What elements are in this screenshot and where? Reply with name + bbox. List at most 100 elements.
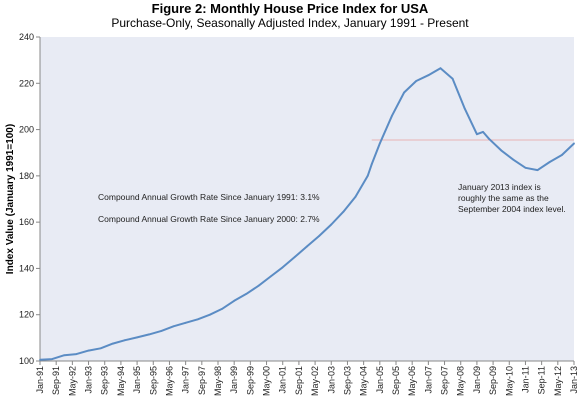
x-tick-label: May-08 [456,366,466,396]
chart-title: Figure 2: Monthly House Price Index for … [151,1,429,16]
x-tick-label: Sep-95 [148,366,158,395]
data-point [512,158,515,161]
data-point [451,77,454,80]
y-axis: 100 120 140 160 180 200 220 240 [19,32,41,366]
y-tick-label: 200 [19,125,34,135]
x-tick-label: Jan-03 [326,366,336,394]
x-axis: Jan-91 Sep-91 May-92 Jan-93 Sep-93 May-94 Jan-… [35,360,579,396]
data-point [269,275,272,278]
x-tick-label: May-94 [116,366,126,396]
x-tick-label: Jan-09 [472,366,482,394]
data-point [99,347,102,350]
annotation-cagr-1991: Compound Annual Growth Rate Since Januar… [98,192,320,202]
data-point [330,223,333,226]
x-tick-label: Sep-11 [537,366,547,394]
y-tick-label: 100 [19,356,34,366]
annotation-note-line-1: January 2013 index is [458,182,541,192]
data-point [548,161,551,163]
data-point [51,358,54,361]
plot-area [40,37,574,361]
x-tick-label: Jan-05 [375,366,385,394]
x-tick-label: May-00 [262,366,272,396]
data-point [257,284,260,287]
data-point [488,137,490,140]
x-tick-label: Sep-97 [197,366,207,395]
data-point [293,255,296,258]
data-point [39,358,41,361]
data-point [439,67,442,70]
x-tick-label: Jan-07 [423,366,433,394]
x-tick-label: May-12 [553,366,563,396]
data-point [524,166,527,169]
data-point [172,325,175,328]
x-tick-label: May-04 [359,366,369,396]
x-tick-label: Sep-91 [51,366,61,395]
data-point [370,163,373,166]
x-tick-label: Sep-09 [488,366,498,395]
data-point [403,91,405,94]
data-point [148,333,151,336]
data-point [87,349,90,352]
data-point [536,169,539,171]
x-tick-label: Jan-93 [84,366,94,394]
x-tick-label: Sep-93 [100,366,110,395]
annotation-cagr-2000: Compound Annual Growth Rate Since Januar… [98,214,320,224]
x-tick-label: Jan-95 [132,366,142,394]
y-tick-label: 180 [19,171,34,181]
annotation-note-line-3: September 2004 index level. [458,204,566,214]
data-point [184,321,187,324]
x-tick-label: May-06 [407,366,417,396]
data-point [415,80,418,82]
x-tick-label: May-92 [67,366,77,396]
y-tick-label: 140 [19,263,34,273]
data-point [354,195,357,198]
data-point [221,308,223,310]
data-point [160,330,163,332]
x-tick-label: Jan-11 [520,366,530,393]
data-point [136,336,138,339]
data-point [366,174,369,177]
x-tick-label: Sep-07 [440,366,450,395]
x-tick-label: Jan-01 [278,366,288,394]
series-line [39,67,575,361]
data-point [500,149,503,152]
data-point [196,318,199,321]
x-tick-label: May-96 [164,366,174,396]
y-axis-label: Index Value (January 1991=100) [5,124,16,274]
data-point [378,142,381,145]
data-point [433,70,436,73]
data-point [482,130,484,133]
y-tick-label: 240 [19,32,34,42]
x-tick-label: May-02 [310,366,320,396]
x-tick-label: Sep-03 [342,366,352,395]
chart-subtitle: Purchase-Only, Seasonally Adjusted Index… [111,16,469,30]
data-point [124,339,126,342]
x-tick-label: May-98 [213,366,223,396]
data-point [342,210,345,213]
data-point [245,292,248,295]
x-tick-label: Jan-91 [35,366,45,394]
data-point [476,133,478,136]
x-tick-label: Jan-99 [229,366,239,394]
x-tick-label: May-10 [504,366,514,396]
data-point [63,354,66,357]
data-point [281,266,284,269]
data-point [463,107,466,110]
y-tick-label: 220 [19,78,34,88]
y-tick-label: 120 [19,310,34,320]
data-point [75,353,78,355]
data-point [306,245,308,248]
annotation-note-line-2: roughly the same as the [458,193,549,203]
data-points [39,67,575,361]
data-point [573,142,575,145]
x-tick-label: Sep-01 [294,366,304,395]
data-point [111,342,114,345]
x-tick-label: Sep-99 [245,366,255,395]
x-tick-label: Jan-97 [181,366,191,394]
x-tick-label: Sep-05 [391,366,401,395]
data-point [560,154,563,156]
data-point [318,235,321,237]
data-point [209,313,211,316]
